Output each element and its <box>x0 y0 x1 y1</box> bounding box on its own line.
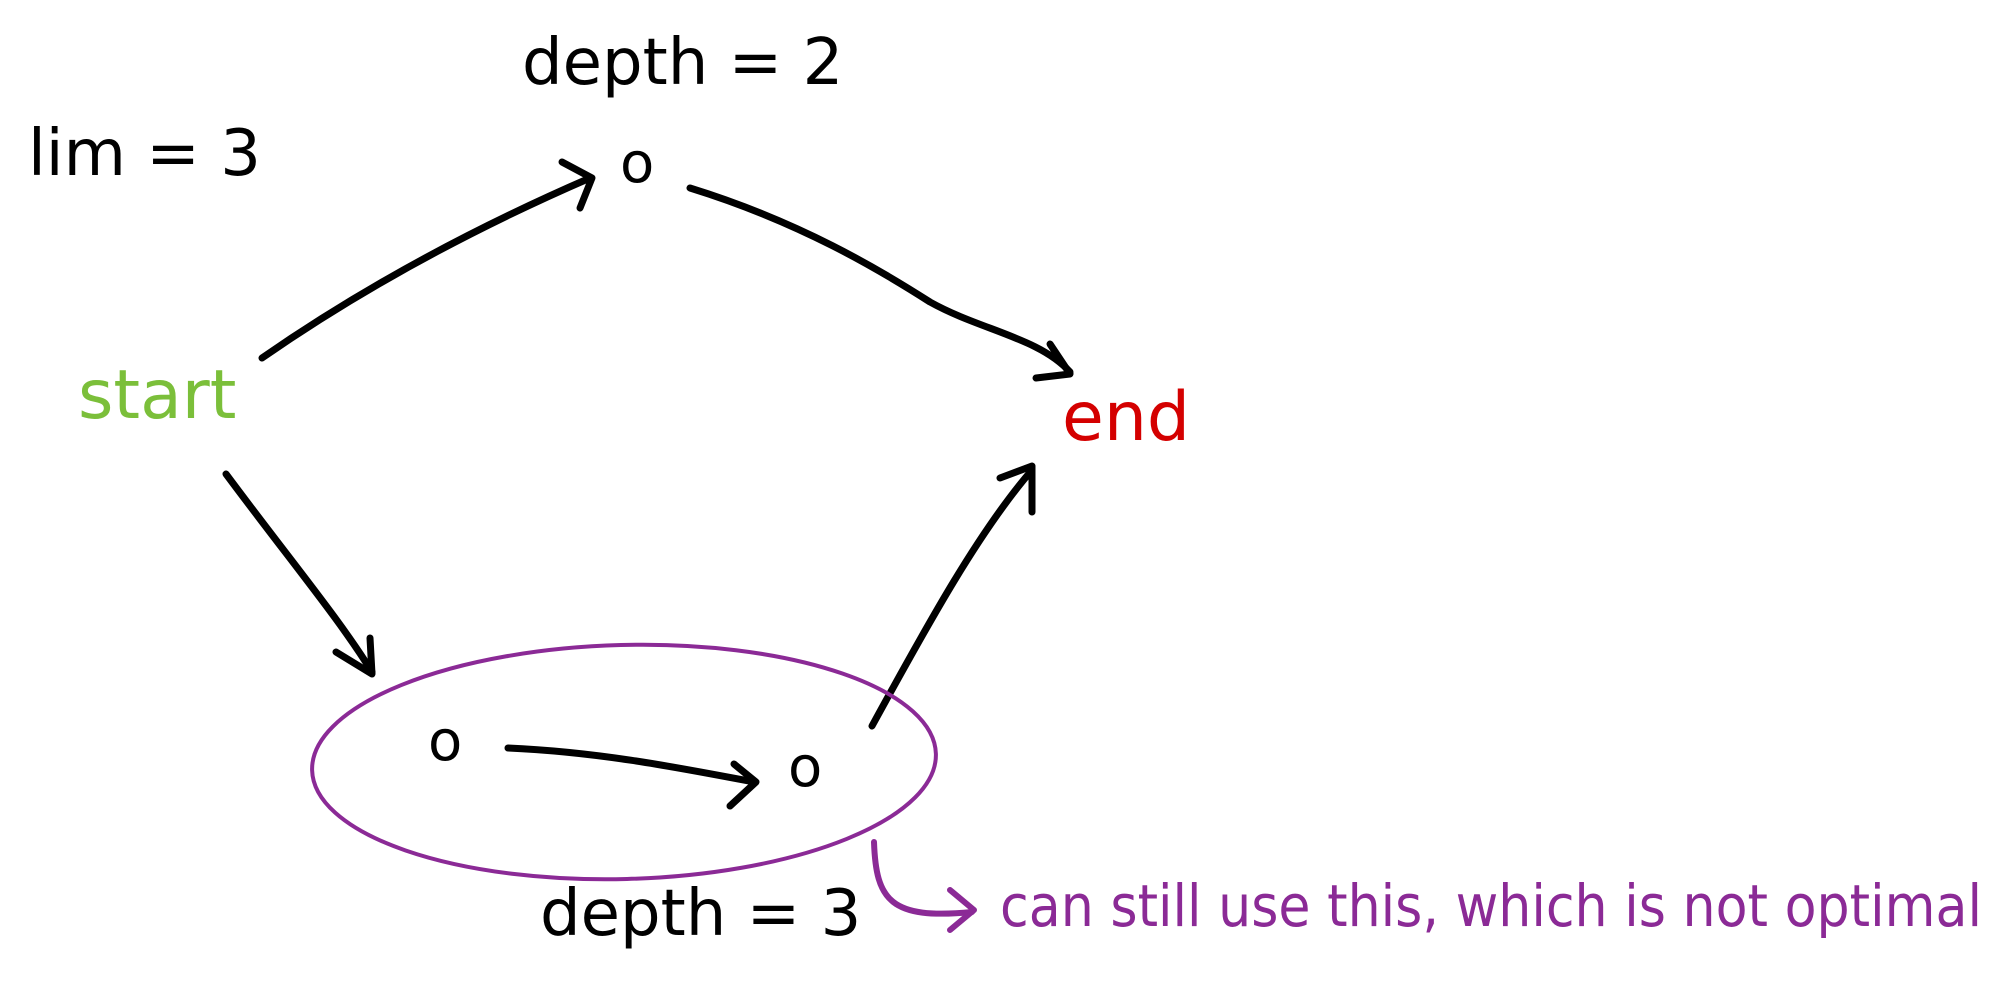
bottom-right-node: o <box>788 735 822 800</box>
bottom-left-node: o <box>428 709 462 774</box>
bottom-depth-label: depth = 3 <box>540 877 861 951</box>
annotation-arrow <box>871 839 977 933</box>
edge-start-to-top <box>258 158 596 362</box>
top-depth-label: depth = 2 <box>522 26 843 100</box>
suboptimal-path-highlight <box>310 642 938 882</box>
annotation-text: can still use this, which is not optimal <box>1000 872 1982 940</box>
edge-bottom-right-to-end <box>868 462 1036 730</box>
end-node-label: end <box>1062 378 1190 457</box>
limit-label: lim = 3 <box>28 117 261 191</box>
edge-top-to-end <box>686 184 1074 382</box>
start-node-label: start <box>78 356 236 435</box>
edge-start-to-bottom-left <box>222 470 376 678</box>
edge-bottom-left-to-bottom-right <box>504 744 760 810</box>
top-node: o <box>620 131 654 196</box>
